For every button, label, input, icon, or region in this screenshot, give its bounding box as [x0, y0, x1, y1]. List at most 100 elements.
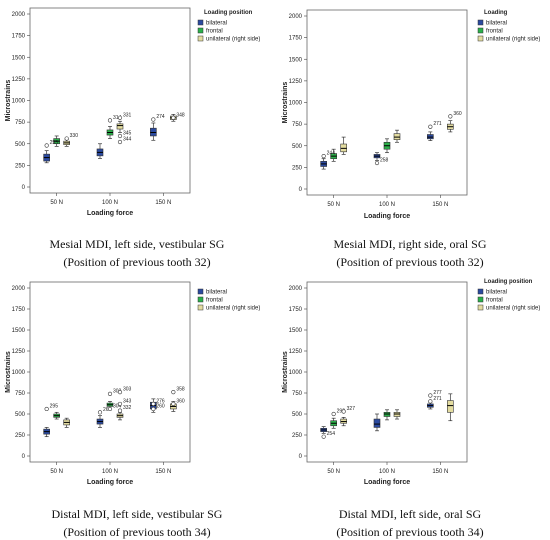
y-tick-label: 1750: [289, 307, 303, 313]
box-frontal: [383, 409, 391, 421]
y-tick-label: 2000: [289, 286, 303, 292]
box-frontal: [383, 138, 391, 154]
legend-swatch-frontal: [197, 27, 204, 34]
x-tick-label: 150 N: [155, 469, 171, 475]
x-tick-label: 50 N: [50, 200, 63, 206]
outlier-label: 330: [70, 133, 79, 139]
x-tick-label: 100 N: [379, 469, 395, 475]
outlier-label: 345: [123, 130, 132, 136]
legend-label-unilateral: unilateral (right side): [206, 306, 260, 312]
x-tick-label: 100 N: [379, 202, 395, 208]
y-tick-label: 250: [15, 433, 26, 439]
box-unilateral: [116, 411, 124, 421]
box-frontal: [53, 411, 60, 420]
y-tick-label: 500: [292, 412, 303, 418]
legend-swatch-unilateral: [477, 35, 484, 42]
outlier-label: 314: [113, 115, 122, 121]
box-iqr: [373, 418, 381, 428]
y-tick-label: 750: [292, 391, 303, 397]
box-iqr: [116, 123, 124, 130]
y-tick-label: 2000: [12, 12, 26, 18]
box-frontal: [330, 417, 337, 429]
chart-panel-distal-left-oral: 0 250 500 750 1000 1250 1500 1750 2000 50 N 100 N 1…: [282, 279, 540, 486]
outlier-point: [107, 118, 113, 123]
outlier-label: 343: [123, 398, 132, 404]
legend-swatch-bilateral: [477, 288, 484, 295]
outlier-label: 254: [327, 431, 336, 437]
legend-swatch-bilateral: [197, 19, 204, 26]
x-axis-title: Loading force: [87, 210, 133, 217]
outlier-label: 293: [337, 409, 346, 415]
y-tick-label: 2000: [289, 14, 303, 20]
chart-panel-mesial-left-vestibular: 0 250 500 750 1000 1250 1500 1750 2000 50 N 100 N 1…: [5, 7, 260, 217]
x-axis-title: Loading force: [364, 479, 410, 486]
box-unilateral: [447, 120, 454, 133]
box-iqr: [447, 400, 454, 413]
outlier-label: 304: [113, 403, 122, 409]
outlier-point: [151, 406, 156, 412]
legend-label-frontal: frontal: [206, 29, 223, 35]
outlier-point: [341, 409, 346, 414]
x-tick-label: 100 N: [102, 469, 118, 475]
legend-label-bilateral: bilateral: [486, 290, 507, 296]
outlier-label: 360: [176, 398, 185, 404]
y-axis-title: Microstrains: [5, 80, 12, 122]
outlier-label: 360: [453, 111, 462, 117]
legend: bilateral frontal unilateral (right side): [197, 288, 260, 312]
outlier-label: 276: [156, 398, 165, 404]
plot-frame: [29, 7, 191, 194]
outlier-label: 344: [123, 137, 132, 143]
legend-title: Loading position: [484, 279, 533, 285]
box-bilateral: [96, 415, 104, 428]
box-unilateral: [116, 120, 124, 133]
outlier-label: 303: [123, 387, 132, 393]
x-tick-label: 150 N: [432, 469, 448, 475]
box-bilateral: [320, 426, 327, 434]
y-tick-label: 1000: [289, 101, 303, 107]
box-bilateral: [150, 122, 157, 141]
outlier-point: [428, 393, 433, 398]
outlier-label: 332: [123, 405, 132, 411]
y-tick-label: 0: [22, 454, 26, 460]
legend-swatch-bilateral: [197, 288, 204, 295]
x-tick-label: 100 N: [102, 200, 118, 206]
x-tick-label: 50 N: [327, 202, 340, 208]
outlier-point: [64, 136, 69, 141]
legend-label-unilateral: unilateral (right side): [206, 37, 260, 43]
y-tick-label: 250: [292, 433, 303, 439]
x-tick-label: 50 N: [50, 469, 63, 475]
y-tick-label: 500: [15, 142, 26, 148]
chart-panel-mesial-right-oral: 0 250 500 750 1000 1250 1500 1750 2000 50 N 100 N 1…: [282, 9, 540, 220]
outlier-label: 348: [176, 112, 185, 118]
legend-label-bilateral: bilateral: [206, 290, 227, 296]
y-tick-label: 1250: [289, 349, 303, 355]
legend-swatch-unilateral: [477, 304, 484, 311]
y-tick-label: 1750: [289, 36, 303, 42]
plot-frame: [306, 9, 468, 196]
caption-3-line1: Distal MDI, left side, vestibular SG: [52, 507, 223, 521]
outlier-point: [331, 411, 336, 417]
box-frontal: [53, 135, 60, 147]
outlier-point: [171, 390, 176, 395]
outlier-point: [171, 401, 176, 407]
box-unilateral: [340, 417, 347, 427]
box-bilateral: [96, 143, 104, 159]
caption-4-line2: (Position of previous tooth 34): [336, 525, 483, 539]
legend-swatch-frontal: [197, 296, 204, 303]
y-tick-label: 250: [292, 165, 303, 171]
outlier-point: [171, 115, 176, 120]
outlier-point: [44, 143, 49, 148]
caption-2-line2: (Position of previous tooth 32): [336, 255, 483, 269]
y-tick-label: 1750: [12, 307, 26, 313]
chart-panel-distal-left-vestibular: 0 250 500 750 1000 1250 1500 1750 2000 50 N 100 N 1…: [5, 281, 260, 486]
y-tick-label: 500: [15, 412, 26, 418]
y-tick-label: 750: [292, 122, 303, 128]
y-tick-label: 1500: [12, 55, 26, 61]
box-bilateral: [320, 158, 327, 170]
outlier-point: [117, 115, 123, 120]
outlier-label: 244: [327, 151, 336, 157]
box-bilateral: [373, 152, 381, 161]
outlier-point: [117, 133, 123, 139]
legend-label-bilateral: bilateral: [206, 21, 227, 27]
legend-swatch-bilateral: [477, 19, 484, 26]
